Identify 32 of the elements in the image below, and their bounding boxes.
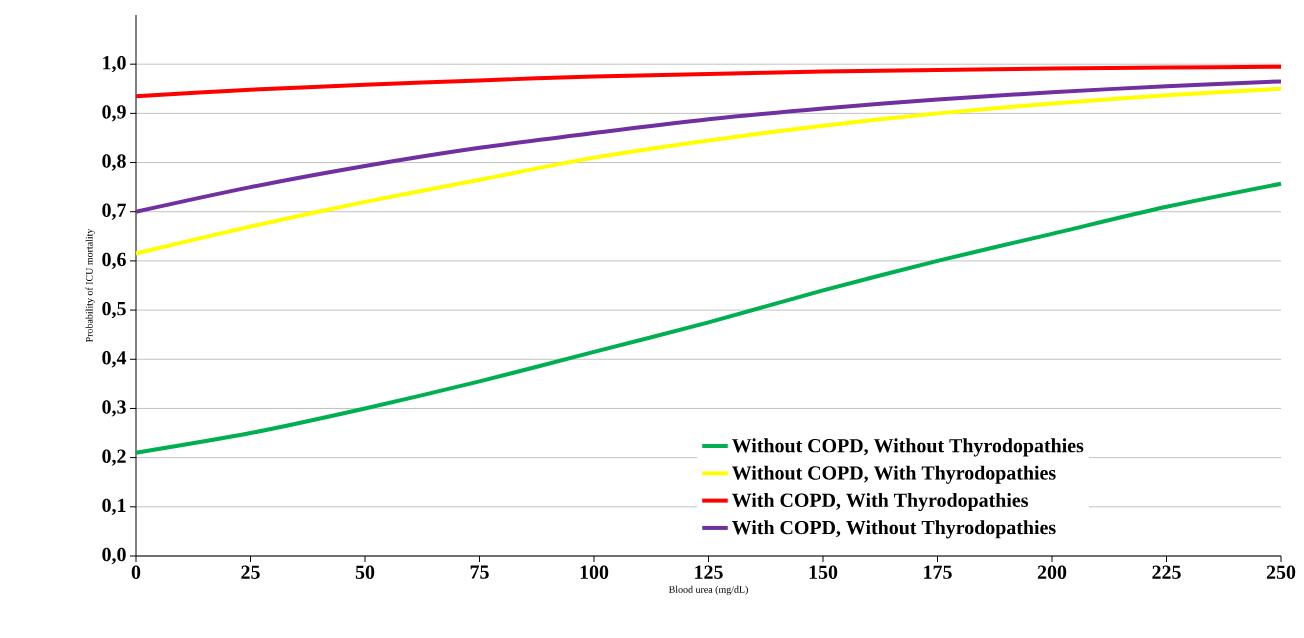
y-tick-label: 0,1 bbox=[102, 498, 126, 515]
line-series bbox=[134, 79, 1284, 214]
y-tick-label: 0,7 bbox=[102, 203, 126, 220]
line-series bbox=[134, 181, 1284, 455]
x-tick-label: 250 bbox=[1266, 565, 1296, 579]
y-tick-label: 0,6 bbox=[102, 252, 126, 270]
x-tick-label: 25 bbox=[241, 565, 260, 579]
y-tick-label: 0,2 bbox=[102, 449, 126, 466]
x-tick-label: 200 bbox=[1037, 565, 1067, 579]
x-tick-label: 50 bbox=[355, 565, 375, 579]
x-tick-label: 125 bbox=[695, 565, 723, 579]
line-series bbox=[134, 86, 1284, 256]
y-tick-label: 1,0 bbox=[103, 56, 126, 73]
x-tick-label: 150 bbox=[809, 565, 838, 579]
x-tick-label: 0 bbox=[131, 565, 141, 579]
legend-label: Without COPD, Without Thyrodopathies bbox=[732, 438, 1084, 457]
line-series bbox=[134, 64, 1284, 99]
x-axis-title: Blood urea (mg/dL) bbox=[668, 585, 748, 595]
x-tick-label: 225 bbox=[1152, 565, 1181, 579]
legend-label: With COPD, With Thyrodopathies bbox=[732, 492, 1028, 512]
y-tick-label: 0,0 bbox=[102, 547, 126, 565]
y-tick-label: 0,5 bbox=[102, 301, 126, 319]
legend-label: With COPD, Without Thyrodopathies bbox=[732, 520, 1056, 539]
x-tick-label: 175 bbox=[924, 565, 952, 579]
y-tick-label: 0,9 bbox=[102, 105, 126, 122]
y-tick-label: 0,3 bbox=[102, 400, 126, 417]
y-axis-title: Probability of ICU mortality bbox=[85, 228, 95, 343]
x-tick-label: 75 bbox=[470, 565, 489, 579]
legend-label: Without COPD, With Thyrodopathies bbox=[732, 465, 1056, 484]
y-tick-label: 0,8 bbox=[102, 154, 126, 171]
y-tick-label: 0,4 bbox=[102, 351, 127, 368]
x-tick-label: 100 bbox=[580, 565, 609, 579]
